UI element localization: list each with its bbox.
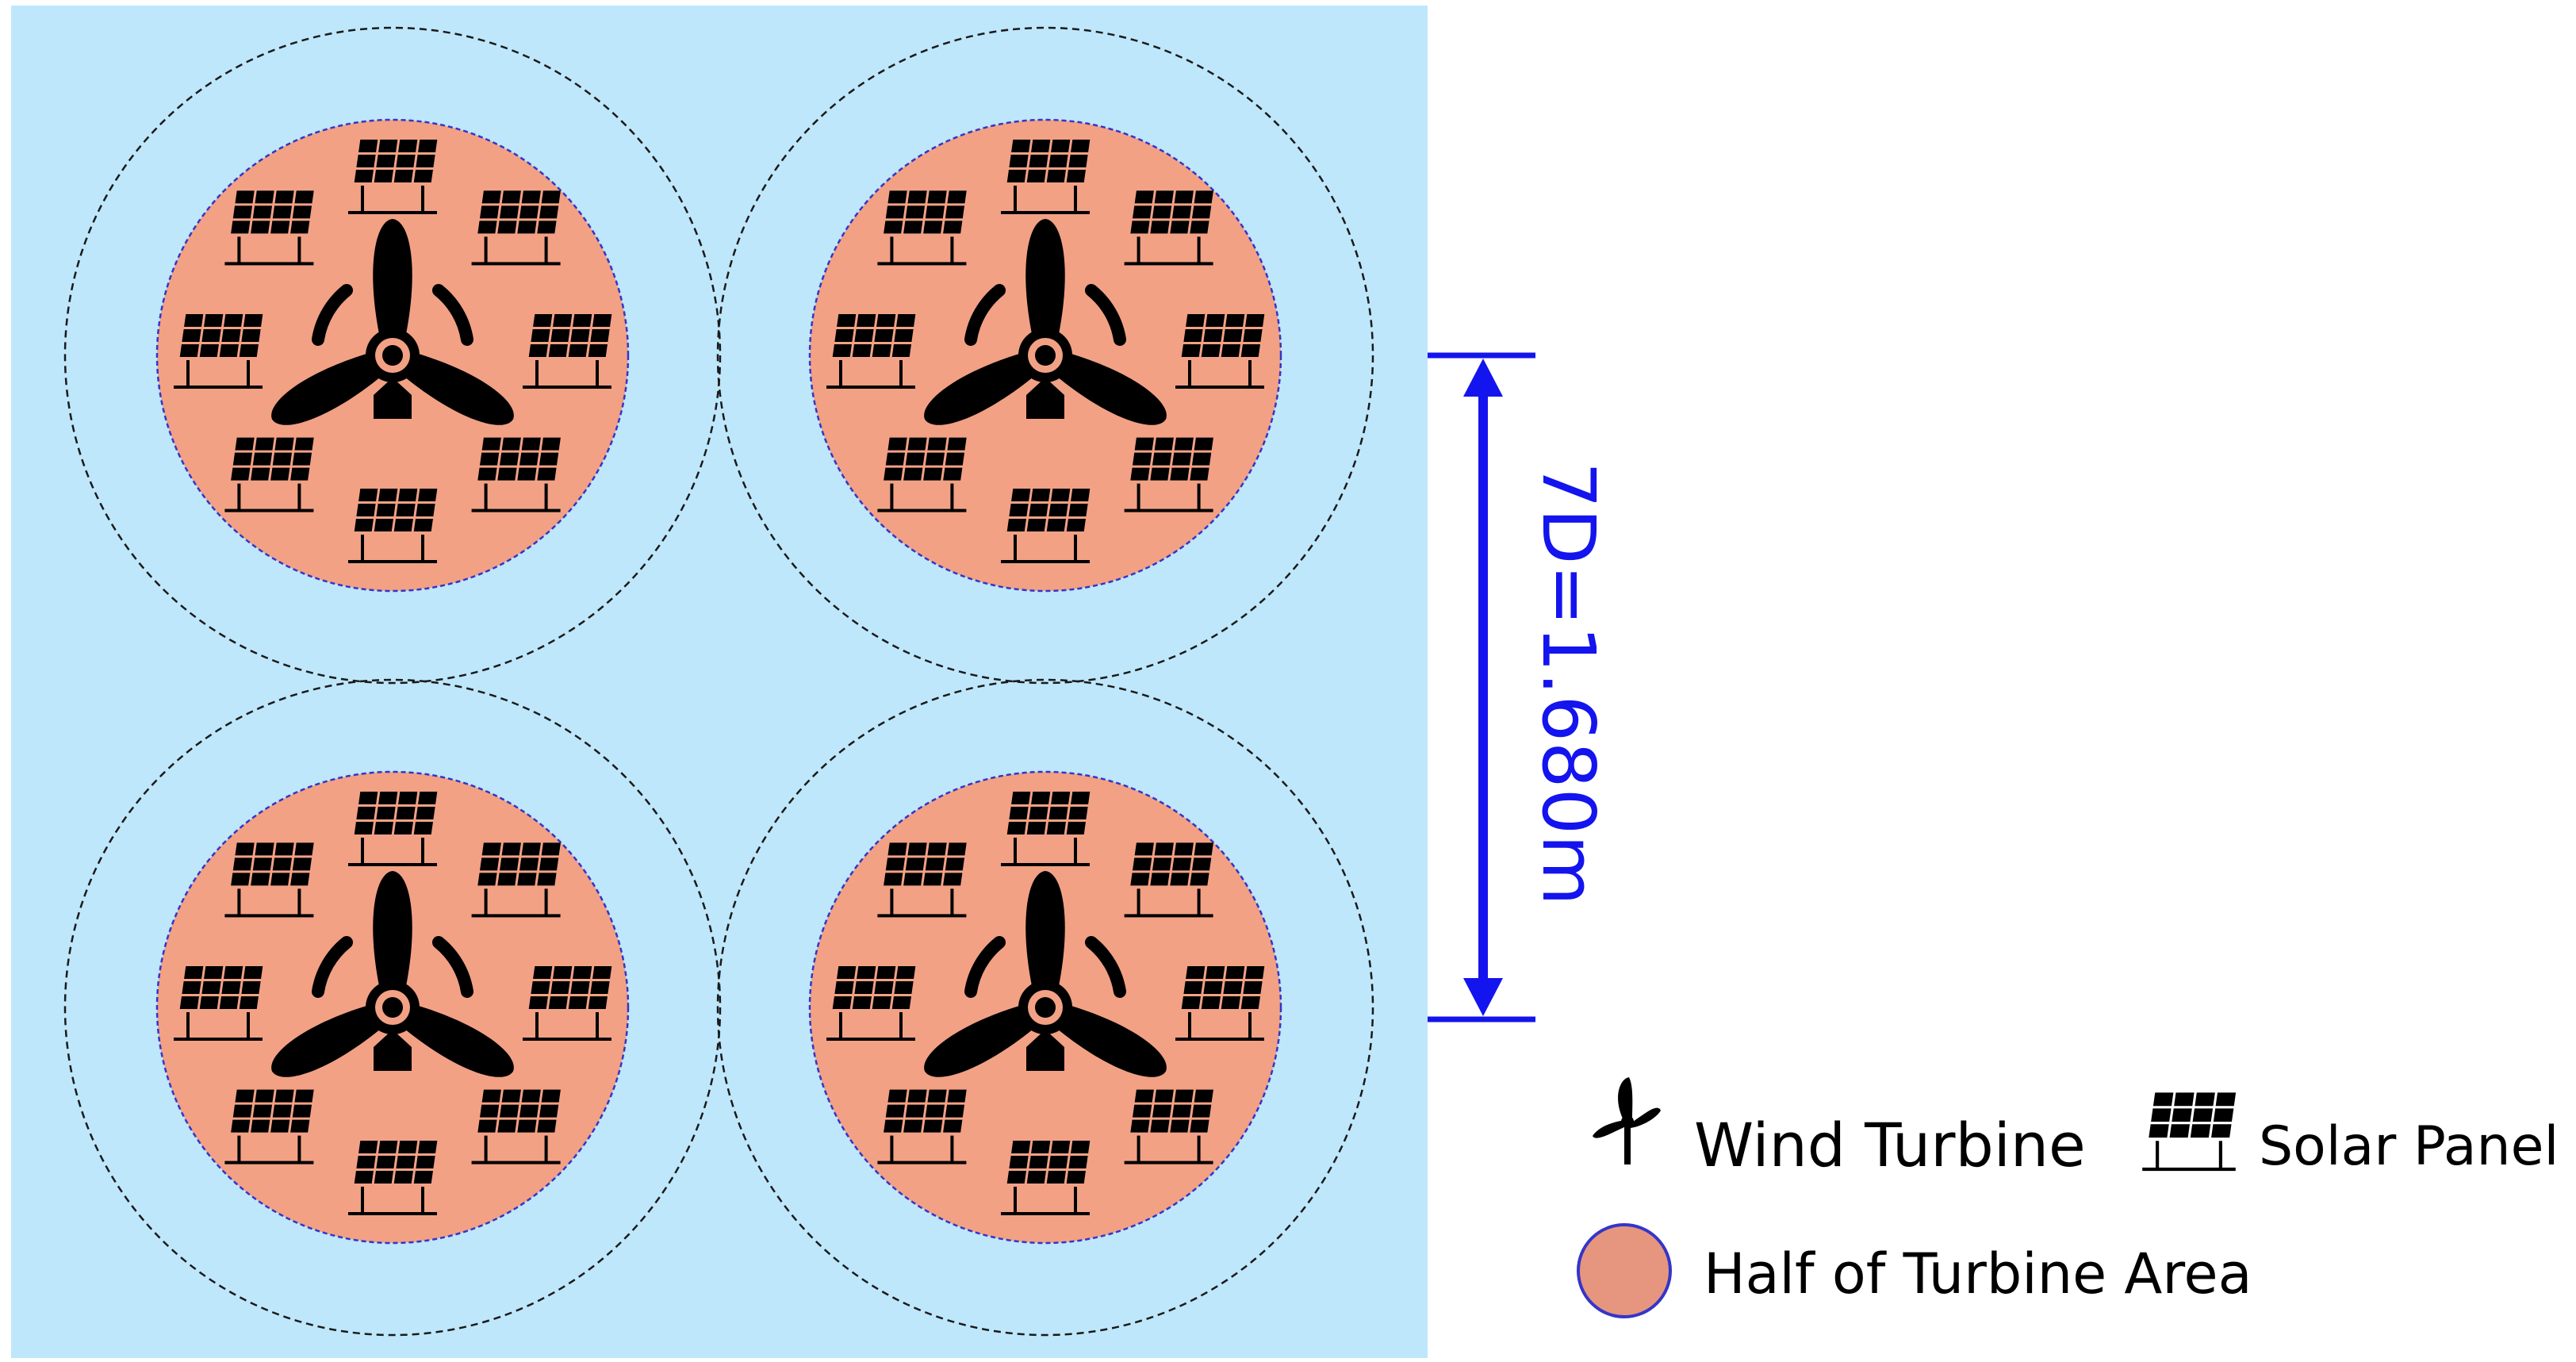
turbine-spacing-circle	[716, 678, 1374, 1337]
turbine-spacing-circle	[63, 26, 722, 685]
turbine-spacing-circle	[63, 678, 722, 1337]
dimension-arrow-down	[1463, 978, 1503, 1016]
wind-turbine-icon	[1593, 1077, 1661, 1164]
turbine-cell-top-left	[63, 26, 722, 685]
legend-half-area: Half of Turbine Area	[1577, 1223, 2252, 1318]
legend: Wind Turbine Solar Panel Half of Turbine…	[1577, 1077, 2559, 1318]
dimension-indicator: 7D=1.680m	[1428, 352, 1611, 1022]
turbine-cells	[63, 26, 1374, 1337]
turbine-cell-top-right	[716, 26, 1374, 685]
half-area-swatch	[1577, 1223, 1672, 1318]
turbine-cell-bottom-right	[716, 678, 1374, 1337]
legend-half-area-label: Half of Turbine Area	[1704, 1241, 2252, 1306]
dimension-arrow-up	[1463, 359, 1503, 397]
legend-solar-panel-label: Solar Panel	[2259, 1115, 2559, 1178]
turbine-cell-bottom-left	[63, 678, 722, 1337]
turbine-spacing-circle	[716, 26, 1374, 685]
dimension-label: 7D=1.680m	[1526, 462, 1611, 905]
solar-panel-icon	[2142, 1092, 2237, 1172]
legend-solar-panel: Solar Panel	[2142, 1092, 2559, 1178]
legend-wind-turbine: Wind Turbine	[1593, 1077, 2086, 1180]
legend-wind-turbine-label: Wind Turbine	[1694, 1110, 2086, 1180]
